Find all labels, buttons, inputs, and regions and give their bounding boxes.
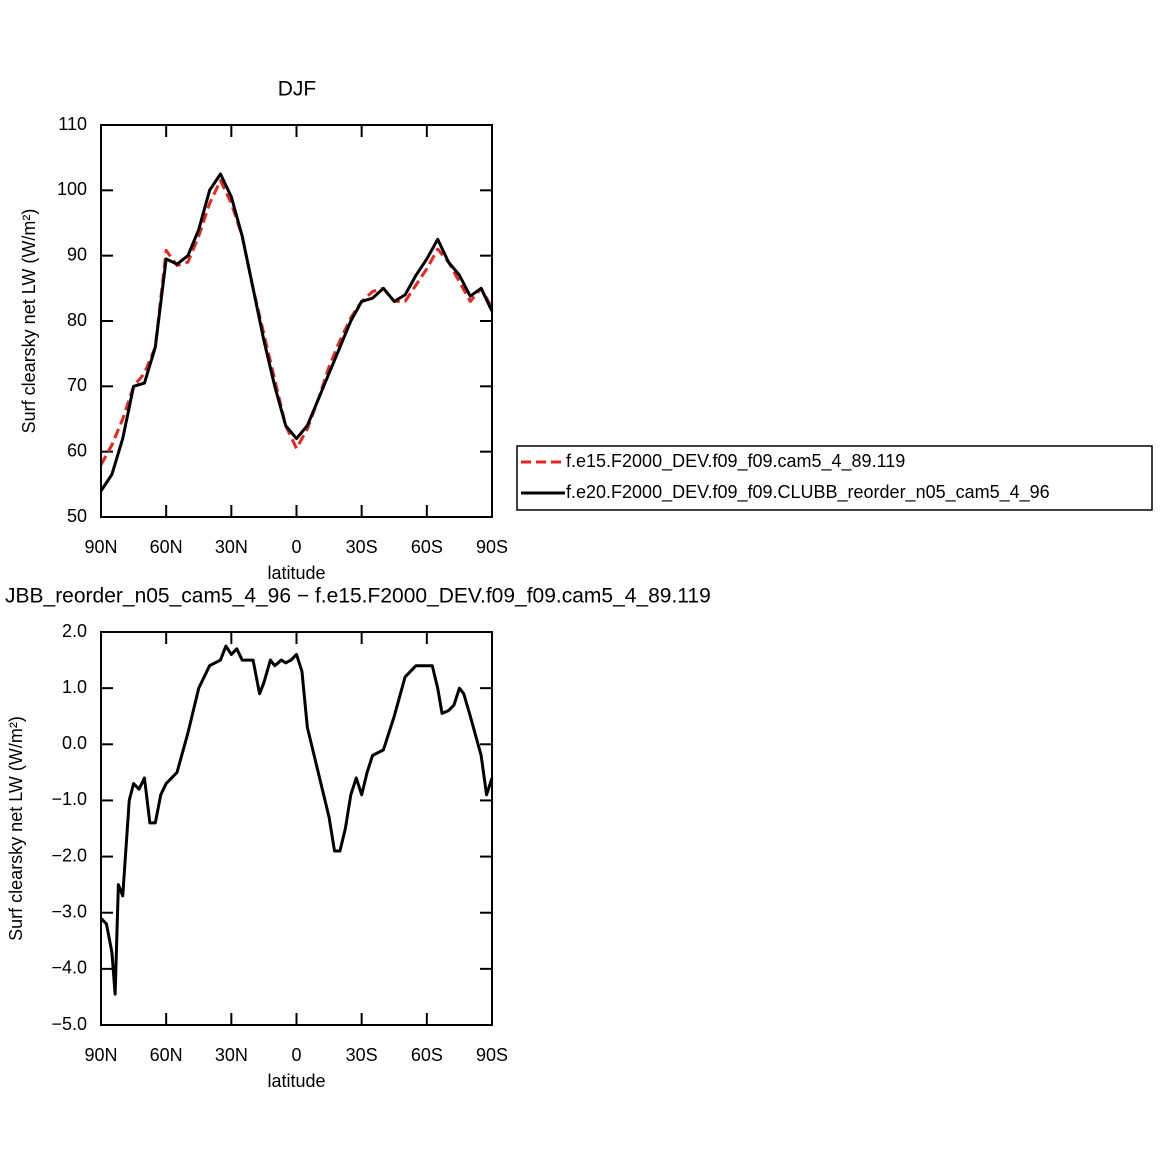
data-line xyxy=(99,644,494,996)
plot-frame xyxy=(100,631,493,1026)
y-tick-label: 50 xyxy=(67,506,87,526)
chart-title: DJF xyxy=(278,78,317,101)
x-axis-label: latitude xyxy=(267,563,325,583)
x-tick-label: 0 xyxy=(291,1045,301,1065)
y-tick-label: −3.0 xyxy=(51,901,87,921)
y-tick-label: −2.0 xyxy=(51,845,87,865)
x-tick-label: 90S xyxy=(476,537,508,557)
x-tick-label: 90N xyxy=(84,1045,117,1065)
x-tick-label: 90S xyxy=(476,1045,508,1065)
y-axis-label: Surf clearsky net LW (W/m²) xyxy=(6,716,26,941)
legend-box xyxy=(516,445,1153,511)
y-tick-label: 2.0 xyxy=(62,621,87,641)
legend-label: f.e15.F2000_DEV.f09_f09.cam5_4_89.119 xyxy=(566,451,905,472)
y-tick-label: 80 xyxy=(67,310,87,330)
y-tick-label: 90 xyxy=(67,244,87,264)
x-tick-label: 60N xyxy=(150,1045,183,1065)
x-tick-label: 90N xyxy=(84,537,117,557)
y-tick-label: 70 xyxy=(67,375,87,395)
plot-frame xyxy=(100,124,493,518)
x-tick-label: 60N xyxy=(150,537,183,557)
y-axis-label: Surf clearsky net LW (W/m²) xyxy=(19,209,39,434)
y-tick-label: 110 xyxy=(58,114,87,134)
x-tick-label: 30N xyxy=(215,1045,248,1065)
x-tick-label: 0 xyxy=(291,537,301,557)
y-tick-label: 100 xyxy=(57,179,87,199)
chart-title: JBB_reorder_n05_cam5_4_96 − f.e15.F2000_… xyxy=(5,585,711,608)
x-tick-label: 60S xyxy=(411,537,443,557)
y-tick-label: 1.0 xyxy=(62,677,87,697)
y-tick-label: −1.0 xyxy=(51,789,87,809)
x-tick-label: 60S xyxy=(411,1045,443,1065)
y-tick-label: −5.0 xyxy=(51,1014,87,1034)
data-line xyxy=(99,179,494,466)
legend-label: f.e20.F2000_DEV.f09_f09.CLUBB_reorder_n0… xyxy=(566,482,1050,503)
x-tick-label: 30S xyxy=(346,537,378,557)
x-axis-label: latitude xyxy=(267,1071,325,1091)
y-tick-label: 60 xyxy=(67,440,87,460)
y-tick-label: −4.0 xyxy=(51,958,87,978)
x-tick-label: 30S xyxy=(346,1045,378,1065)
x-tick-label: 30N xyxy=(215,537,248,557)
y-tick-label: 0.0 xyxy=(62,733,87,753)
data-line xyxy=(99,172,494,492)
